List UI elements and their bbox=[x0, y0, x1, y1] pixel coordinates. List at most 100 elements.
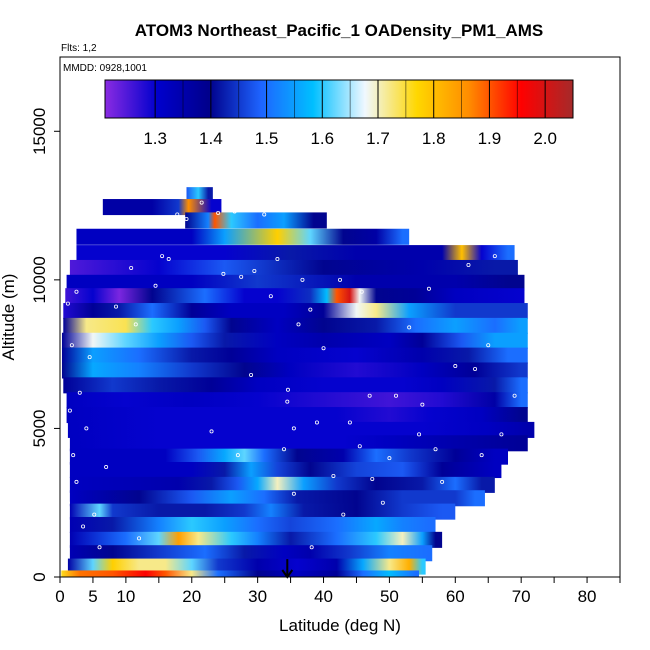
heatmap-row bbox=[69, 545, 433, 562]
sample-point bbox=[426, 286, 431, 291]
sample-point bbox=[473, 366, 478, 371]
sample-point bbox=[114, 304, 119, 309]
sample-point bbox=[281, 447, 286, 452]
dates-note: MMDD: 0928,1001 bbox=[63, 63, 147, 74]
sample-point bbox=[74, 479, 79, 484]
sample-point bbox=[137, 536, 142, 541]
sample-point bbox=[337, 277, 342, 282]
sample-point bbox=[285, 399, 290, 404]
x-tick-label: 20 bbox=[182, 587, 201, 606]
sample-point bbox=[199, 200, 204, 205]
y-axis: 0 5000 10000 15000 bbox=[30, 108, 60, 582]
heatmap-row bbox=[61, 347, 528, 364]
sample-point bbox=[81, 524, 86, 529]
colorbar-tick-label: 1.3 bbox=[143, 129, 167, 148]
sample-point bbox=[84, 426, 89, 431]
heatmap-row bbox=[69, 476, 495, 493]
sample-point bbox=[492, 254, 497, 259]
sample-point bbox=[486, 343, 491, 348]
y-tick-label: 15000 bbox=[30, 108, 49, 155]
sample-point bbox=[249, 372, 254, 377]
heatmap-row bbox=[69, 503, 456, 520]
sample-point bbox=[309, 545, 314, 550]
heatmap-row bbox=[66, 407, 528, 424]
sample-point bbox=[285, 387, 290, 392]
heatmap-row bbox=[69, 462, 502, 479]
heatmap-row bbox=[185, 212, 327, 229]
colorbar-tick-label: 1.4 bbox=[199, 129, 223, 148]
x-tick-label: 50 bbox=[380, 587, 399, 606]
sample-point bbox=[97, 545, 102, 550]
colorbar-tick-label: 1.6 bbox=[310, 129, 334, 148]
sample-point bbox=[499, 432, 504, 437]
sample-point bbox=[184, 216, 189, 221]
sample-point bbox=[160, 254, 165, 259]
sample-point bbox=[393, 393, 398, 398]
colorbar: 1.3 1.4 1.5 1.6 1.7 1.8 1.9 2.0 bbox=[104, 79, 574, 148]
sample-points-layer bbox=[65, 199, 530, 550]
plot-frame bbox=[59, 56, 621, 578]
y-tick-label: 5000 bbox=[30, 410, 49, 448]
sample-point bbox=[74, 289, 79, 294]
sample-point bbox=[367, 393, 372, 398]
sample-point bbox=[262, 212, 267, 217]
heatmap-row bbox=[102, 199, 222, 216]
y-axis-label: Altitude (m) bbox=[0, 274, 18, 361]
heatmap-row bbox=[61, 362, 528, 379]
heatmap-row bbox=[63, 317, 528, 334]
heatmap-row bbox=[76, 228, 410, 245]
x-tick-label: 5 bbox=[88, 587, 97, 606]
sample-point bbox=[166, 257, 171, 262]
x-tick-label: 60 bbox=[446, 587, 465, 606]
sample-point bbox=[77, 390, 82, 395]
sample-point bbox=[479, 453, 484, 458]
x-tick-label: 80 bbox=[578, 587, 597, 606]
sample-point bbox=[347, 420, 352, 425]
sample-point bbox=[153, 283, 158, 288]
colorbar-tick-label: 1.9 bbox=[478, 129, 502, 148]
heatmap-row bbox=[69, 531, 443, 548]
sample-point bbox=[129, 265, 134, 270]
sample-point bbox=[308, 307, 313, 312]
latitude-marker bbox=[281, 559, 294, 579]
heatmap-layer bbox=[61, 187, 535, 577]
sample-point bbox=[512, 393, 517, 398]
sample-point bbox=[314, 420, 319, 425]
heatmap-row bbox=[76, 245, 515, 262]
x-tick-label: 30 bbox=[248, 587, 267, 606]
heatmap-row bbox=[65, 288, 525, 305]
x-tick-label: 10 bbox=[116, 587, 135, 606]
chart-title: ATOM3 Northeast_Pacific_1 OADensity_PM1_… bbox=[135, 21, 543, 40]
colorbar-tick-label: 2.0 bbox=[533, 129, 557, 148]
heatmap-row bbox=[61, 332, 528, 349]
sample-point bbox=[341, 512, 346, 517]
x-tick-label: 0 bbox=[55, 587, 64, 606]
sample-point bbox=[466, 262, 471, 267]
sample-point bbox=[87, 355, 92, 360]
sample-point bbox=[420, 402, 425, 407]
y-tick-label: 10000 bbox=[30, 256, 49, 303]
sample-point bbox=[216, 210, 221, 215]
sample-point bbox=[239, 274, 244, 279]
sample-point bbox=[268, 294, 273, 299]
sample-point bbox=[235, 453, 240, 458]
sample-point bbox=[71, 453, 76, 458]
sample-point bbox=[380, 500, 385, 505]
sample-point bbox=[92, 512, 97, 517]
flights-note: Flts: 1,2 bbox=[61, 43, 97, 54]
x-axis: 0 5 10 20 30 40 50 60 70 80 bbox=[55, 577, 621, 606]
sample-point bbox=[252, 268, 257, 273]
sample-point bbox=[232, 209, 237, 214]
sample-point bbox=[65, 500, 70, 505]
sample-point bbox=[321, 346, 326, 351]
sample-point bbox=[175, 212, 180, 217]
colorbar-ticks: 1.3 1.4 1.5 1.6 1.7 1.8 1.9 2.0 bbox=[143, 80, 557, 148]
sample-point bbox=[440, 479, 445, 484]
sample-point bbox=[67, 408, 72, 413]
heatmap-row bbox=[66, 392, 528, 409]
sample-point bbox=[65, 301, 70, 306]
sample-point bbox=[291, 426, 296, 431]
colorbar-tick-label: 1.8 bbox=[422, 129, 446, 148]
sample-point bbox=[449, 545, 454, 550]
